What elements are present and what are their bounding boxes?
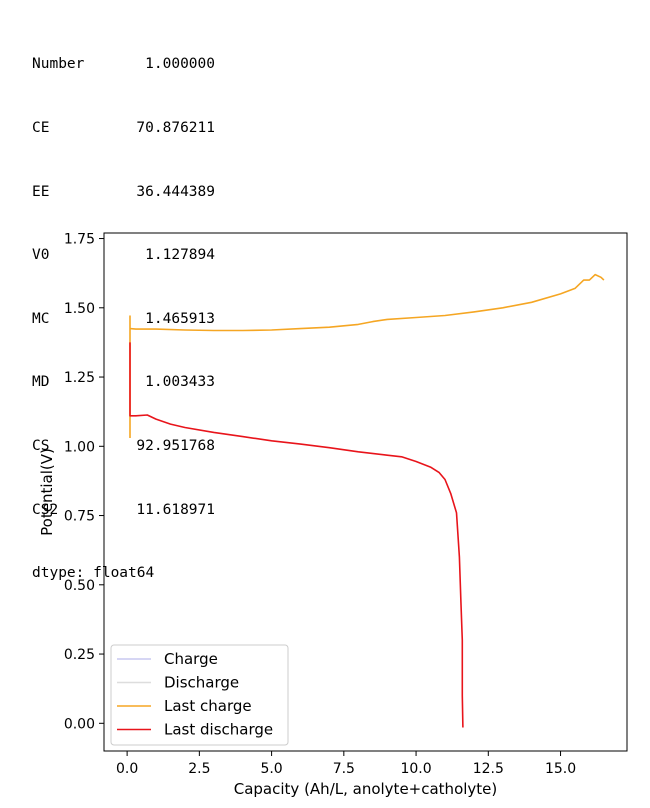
- output-key: CE: [32, 120, 50, 137]
- output-dtype: dtype: float64: [32, 565, 155, 582]
- cell-output: Number 1.000000 CE 70.876211 EE 36.444389 V…: [32, 12, 215, 606]
- legend: Charge Discharge Last charge Last discharge: [110, 644, 289, 746]
- output-row-ee: EE 36.444389: [32, 182, 215, 203]
- x-axis: 0.0 2.5 5.0 7.5 10.0 12.5 15.0: [116, 751, 576, 777]
- x-tick-label: 12.5: [473, 761, 504, 777]
- output-value: 1.465913: [145, 310, 215, 327]
- x-tick-label: 0.0: [116, 761, 138, 777]
- y-tick-label: 0.00: [64, 716, 95, 732]
- y-tick-label: 0.75: [64, 509, 95, 525]
- output-row-md: MD 1.003433: [32, 372, 215, 393]
- legend-entry: Last charge: [164, 697, 252, 715]
- output-key: V0: [32, 247, 50, 264]
- output-row-v0: V0 1.127894: [32, 245, 215, 266]
- output-value: 1.003433: [145, 374, 215, 391]
- output-value: 36.444389: [136, 183, 215, 200]
- y-axis: 0.00 0.25 0.50 0.75 1.00 1.25 1.50 1.75: [64, 232, 104, 732]
- y-tick-label: 1.75: [64, 232, 95, 248]
- output-value: 1.000000: [145, 56, 215, 73]
- series-line-3: [129, 342, 464, 728]
- output-row-number: Number 1.000000: [32, 54, 215, 75]
- legend-entry: Charge: [164, 650, 218, 668]
- legend-entry: Last discharge: [164, 721, 273, 739]
- output-value: 1.127894: [145, 247, 215, 264]
- output-key: MD: [32, 374, 50, 391]
- output-row-cs: CS 92.951768: [32, 436, 215, 457]
- series-layer: [129, 273, 605, 728]
- y-tick-label: 1.25: [64, 370, 95, 386]
- legend-entry: Discharge: [164, 674, 239, 692]
- output-value: 11.618971: [136, 501, 215, 518]
- y-tick-label: 1.00: [64, 439, 95, 455]
- x-axis-label: Capacity (Ah/L, anolyte+catholyte): [234, 780, 498, 798]
- x-tick-label: 7.5: [333, 761, 355, 777]
- y-tick-label: 0.50: [64, 578, 95, 594]
- output-key: Number: [32, 56, 85, 73]
- y-axis-label: Potential(V): [38, 448, 56, 536]
- series-line-2: [129, 273, 605, 438]
- x-tick-label: 15.0: [545, 761, 576, 777]
- legend-box: [110, 644, 289, 746]
- output-value: 92.951768: [136, 438, 215, 455]
- x-tick-label: 5.0: [260, 761, 282, 777]
- output-row-mc: MC 1.465913: [32, 309, 215, 330]
- y-tick-label: 0.25: [64, 647, 95, 663]
- output-value: 70.876211: [136, 120, 215, 137]
- output-key: CS: [32, 438, 50, 455]
- y-tick-label: 1.50: [64, 301, 95, 317]
- output-key: EE: [32, 183, 50, 200]
- output-key: CS2: [32, 501, 59, 518]
- output-row-ce: CE 70.876211: [32, 118, 215, 139]
- output-row-cs2: CS2 11.618971: [32, 500, 215, 521]
- output-key: MC: [32, 310, 50, 327]
- plot-frame: [103, 232, 628, 752]
- x-tick-label: 10.0: [400, 761, 431, 777]
- x-tick-label: 2.5: [188, 761, 210, 777]
